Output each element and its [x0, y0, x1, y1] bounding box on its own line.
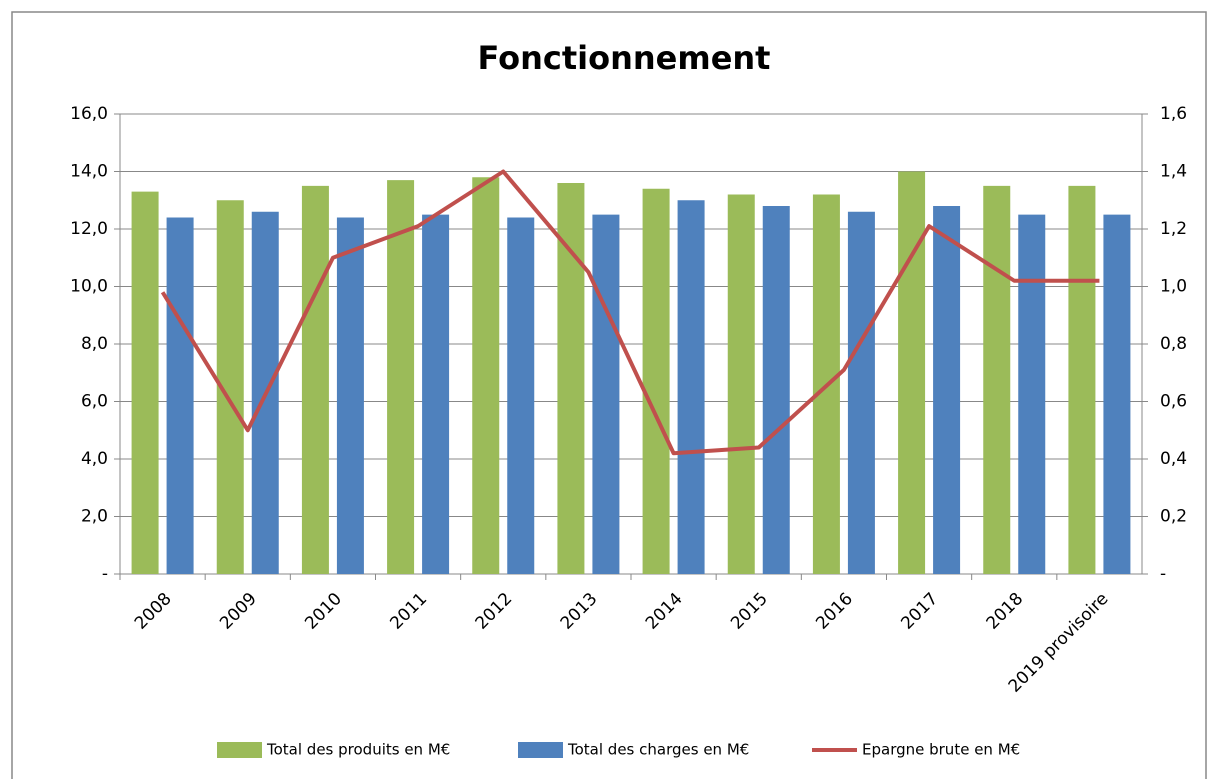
bar	[642, 188, 670, 574]
bar	[1018, 214, 1046, 574]
y-tick-label: -	[102, 564, 108, 584]
y2-tick-label: 1,4	[1160, 162, 1187, 182]
y-tick-label: 6,0	[81, 392, 108, 412]
y2-tick-label: 0,4	[1160, 449, 1187, 469]
legend-label: Total des produits en M€	[266, 741, 450, 759]
y-tick-label: 2,0	[81, 507, 108, 527]
bar	[557, 183, 585, 574]
bar	[507, 217, 535, 574]
y2-tick-label: -	[1160, 564, 1166, 584]
bar	[727, 194, 755, 574]
bar	[301, 185, 329, 574]
y-tick-label: 16,0	[70, 104, 108, 124]
bar	[933, 206, 961, 574]
bar	[422, 214, 450, 574]
y-tick-label: 4,0	[81, 449, 108, 469]
legend-label: Epargne brute en M€	[862, 741, 1020, 759]
y2-tick-label: 0,8	[1160, 334, 1187, 354]
legend-label: Total des charges en M€	[567, 741, 749, 759]
bar	[983, 185, 1011, 574]
y2-tick-label: 0,6	[1160, 392, 1187, 412]
legend-swatch	[217, 742, 262, 758]
bar	[1103, 214, 1131, 574]
bar	[166, 217, 194, 574]
chart-title: Fonctionnement	[478, 39, 771, 77]
legend-swatch	[518, 742, 563, 758]
y2-tick-label: 1,6	[1160, 104, 1187, 124]
bar	[762, 206, 790, 574]
bar	[336, 217, 364, 574]
bar	[387, 180, 415, 574]
bar	[592, 214, 620, 574]
y2-tick-label: 0,2	[1160, 507, 1187, 527]
y-tick-label: 10,0	[70, 277, 108, 297]
bar	[131, 191, 159, 574]
line	[160, 169, 1100, 456]
bar	[1068, 185, 1096, 574]
y2-tick-label: 1,0	[1160, 277, 1187, 297]
y-tick-label: 12,0	[70, 219, 108, 239]
bar	[677, 200, 705, 574]
y-tick-label: 8,0	[81, 334, 108, 354]
bar	[472, 177, 500, 574]
bar	[898, 171, 926, 574]
bar	[847, 211, 875, 574]
y2-tick-label: 1,2	[1160, 219, 1187, 239]
y-tick-label: 14,0	[70, 162, 108, 182]
